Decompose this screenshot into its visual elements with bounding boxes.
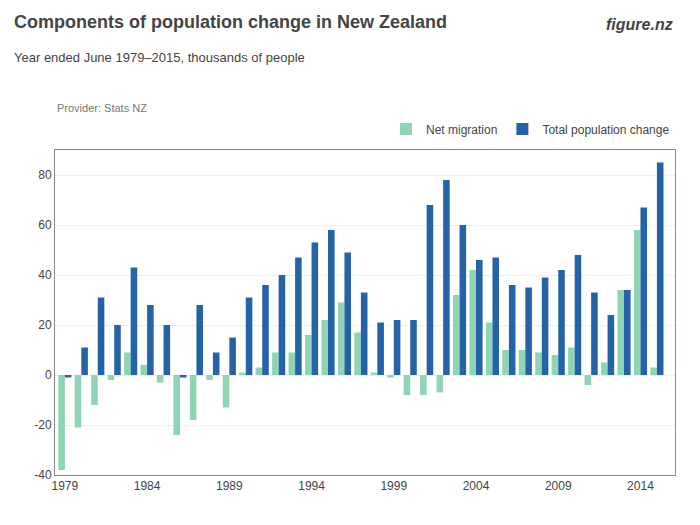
svg-text:1999: 1999 (380, 479, 407, 493)
svg-text:2009: 2009 (545, 479, 572, 493)
svg-text:1994: 1994 (298, 479, 325, 493)
svg-text:2004: 2004 (463, 479, 490, 493)
svg-text:Net migration: Net migration (426, 123, 497, 137)
svg-text:1979: 1979 (52, 479, 79, 493)
svg-text:Total population change: Total population change (542, 123, 669, 137)
svg-text:-20: -20 (34, 418, 52, 432)
svg-text:1984: 1984 (134, 479, 161, 493)
svg-text:40: 40 (38, 268, 52, 282)
svg-text:Provider: Stats NZ: Provider: Stats NZ (57, 102, 147, 114)
svg-text:Components of population chang: Components of population change in New Z… (14, 12, 447, 32)
svg-text:Year ended June 1979–2015, tho: Year ended June 1979–2015, thousands of … (14, 50, 305, 65)
svg-text:80: 80 (38, 168, 52, 182)
svg-text:0: 0 (45, 368, 52, 382)
svg-text:20: 20 (38, 318, 52, 332)
svg-text:1989: 1989 (216, 479, 243, 493)
svg-text:-40: -40 (34, 468, 52, 482)
svg-text:60: 60 (38, 218, 52, 232)
svg-text:2014: 2014 (627, 479, 654, 493)
svg-text:figure.nz: figure.nz (606, 16, 673, 33)
